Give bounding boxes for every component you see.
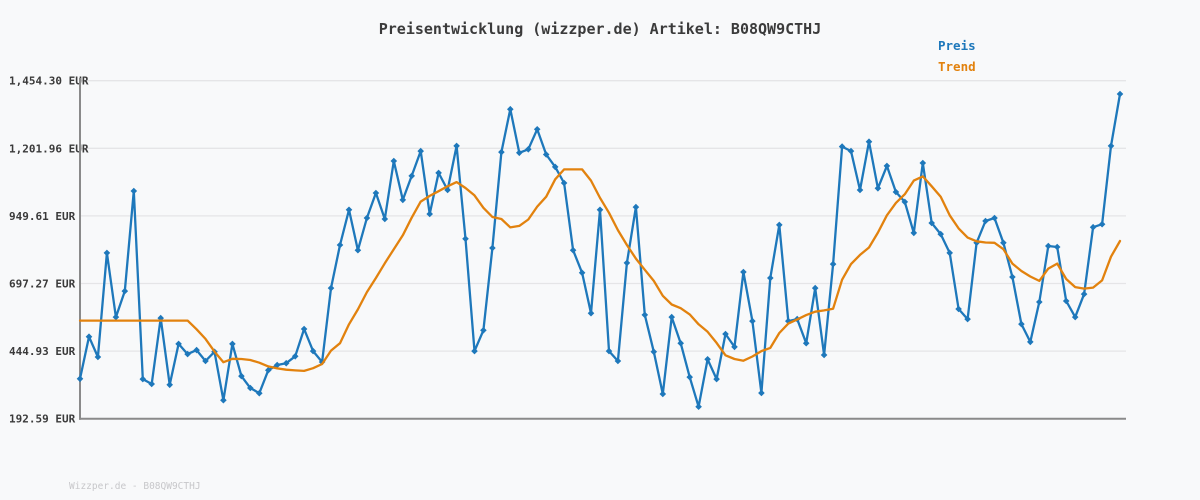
y-axis-tick-label: 1,201.96 EUR [9, 142, 89, 155]
trend-line [78, 168, 1122, 373]
y-axis-tick-label: 697.27 EUR [9, 278, 76, 291]
watermark: Wizzper.de - B08QW9CTHJ [69, 481, 201, 492]
legend-item-trend: Trend [938, 60, 976, 74]
y-axis-tick-label: 1,454.30 EUR [9, 75, 89, 88]
price-markers [76, 90, 1124, 410]
y-axis-tick-label: 949.61 EUR [9, 210, 76, 223]
page-title: Preisentwicklung (wizzper.de) Artikel: B… [378, 20, 822, 38]
y-axis-tick-label: 444.93 EUR [9, 345, 76, 358]
legend-label-preis: Preis [938, 38, 976, 53]
y-axis-tick-label: 192.59 EUR [9, 413, 76, 426]
legend-item-preis: Preis [938, 39, 976, 53]
legend: Preis Trend [938, 39, 976, 74]
legend-label-trend: Trend [938, 59, 976, 74]
